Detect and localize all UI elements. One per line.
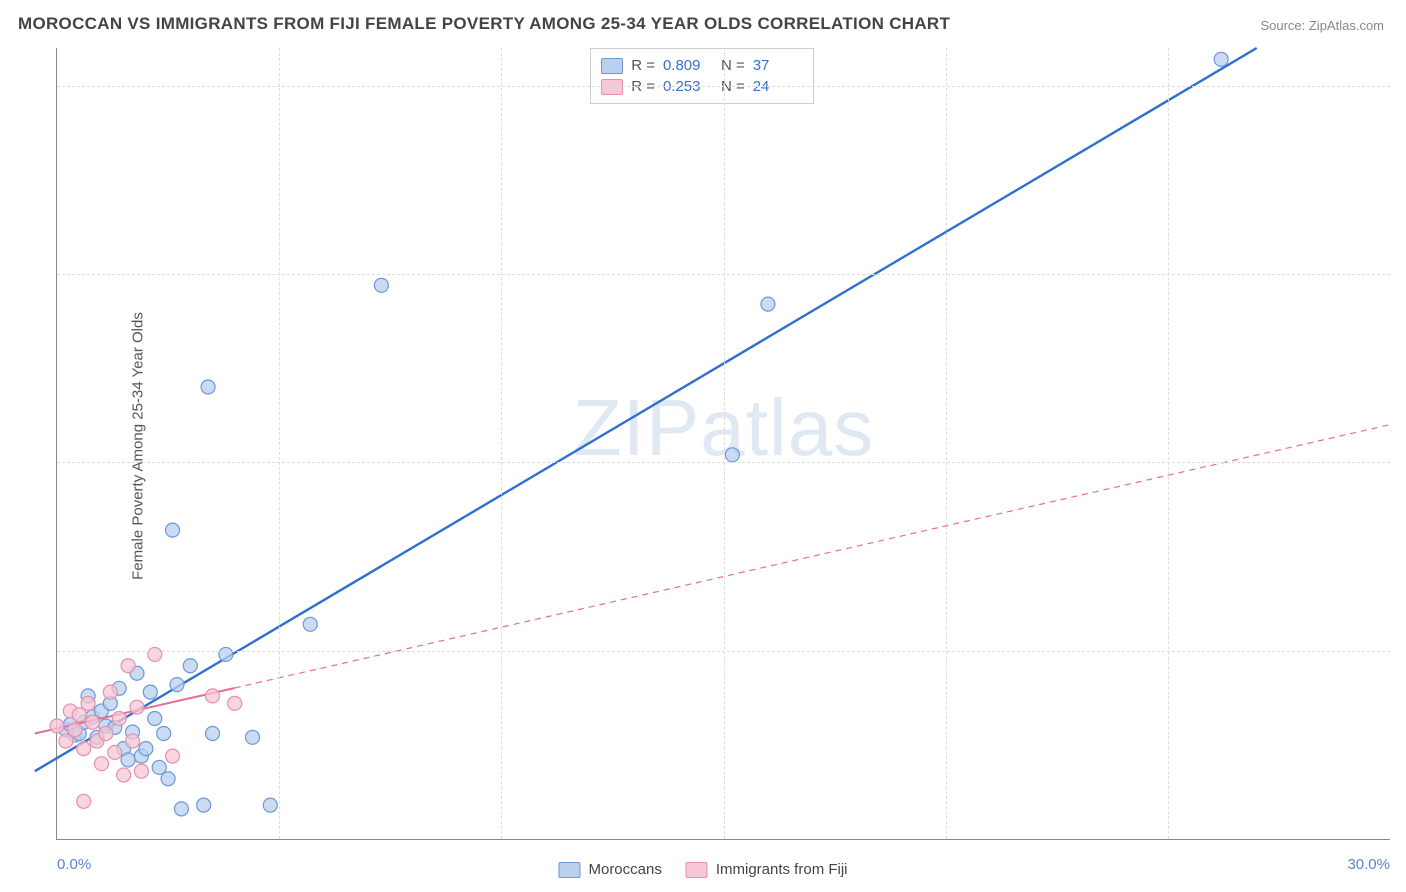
series-legend-item: Moroccans bbox=[558, 861, 661, 878]
legend-swatch bbox=[601, 58, 623, 74]
data-point bbox=[157, 727, 171, 741]
y-tick-label: 100.0% bbox=[1398, 77, 1406, 94]
data-point bbox=[166, 749, 180, 763]
chart-title: MOROCCAN VS IMMIGRANTS FROM FIJI FEMALE … bbox=[18, 14, 950, 34]
gridline-vertical bbox=[1168, 48, 1169, 839]
y-tick-label: 25.0% bbox=[1398, 642, 1406, 659]
data-point bbox=[1214, 52, 1228, 66]
data-point bbox=[130, 700, 144, 714]
data-point bbox=[134, 764, 148, 778]
data-point bbox=[99, 727, 113, 741]
legend-swatch bbox=[558, 862, 580, 878]
data-point bbox=[139, 742, 153, 756]
data-point bbox=[725, 448, 739, 462]
data-point bbox=[206, 689, 220, 703]
data-point bbox=[77, 794, 91, 808]
data-point bbox=[94, 757, 108, 771]
gridline-vertical bbox=[501, 48, 502, 839]
trend-line bbox=[35, 48, 1257, 771]
data-point bbox=[166, 523, 180, 537]
data-point bbox=[121, 659, 135, 673]
data-point bbox=[206, 727, 220, 741]
data-point bbox=[68, 723, 82, 737]
y-tick-label: 50.0% bbox=[1398, 454, 1406, 471]
series-legend-item: Immigrants from Fiji bbox=[686, 861, 848, 878]
data-point bbox=[201, 380, 215, 394]
data-point bbox=[86, 715, 100, 729]
data-point bbox=[143, 685, 157, 699]
data-point bbox=[197, 798, 211, 812]
data-point bbox=[303, 617, 317, 631]
data-point bbox=[263, 798, 277, 812]
data-point bbox=[228, 696, 242, 710]
source-attribution: Source: ZipAtlas.com bbox=[1260, 18, 1384, 33]
data-point bbox=[103, 685, 117, 699]
x-tick-label: 0.0% bbox=[57, 856, 91, 873]
data-point bbox=[121, 753, 135, 767]
data-point bbox=[174, 802, 188, 816]
data-point bbox=[183, 659, 197, 673]
data-point bbox=[148, 711, 162, 725]
data-point bbox=[50, 719, 64, 733]
data-point bbox=[761, 297, 775, 311]
data-point bbox=[117, 768, 131, 782]
data-point bbox=[81, 696, 95, 710]
legend-n-value: 37 bbox=[753, 57, 803, 74]
gridline-vertical bbox=[279, 48, 280, 839]
correlation-legend-box: R =0.809N =37R =0.253N =24 bbox=[590, 48, 814, 104]
legend-r-value: 0.809 bbox=[663, 57, 713, 74]
data-point bbox=[170, 678, 184, 692]
data-point bbox=[148, 647, 162, 661]
data-point bbox=[126, 734, 140, 748]
data-point bbox=[108, 745, 122, 759]
data-point bbox=[219, 647, 233, 661]
data-point bbox=[112, 711, 126, 725]
gridline-vertical bbox=[946, 48, 947, 839]
data-point bbox=[246, 730, 260, 744]
legend-swatch bbox=[686, 862, 708, 878]
chart-plot-area: ZIPatlas R =0.809N =37R =0.253N =24 25.0… bbox=[56, 48, 1390, 840]
trend-line bbox=[235, 425, 1390, 688]
gridline-vertical bbox=[724, 48, 725, 839]
legend-n-label: N = bbox=[721, 57, 745, 74]
series-legend-label: Immigrants from Fiji bbox=[716, 861, 848, 878]
data-point bbox=[374, 278, 388, 292]
y-tick-label: 75.0% bbox=[1398, 266, 1406, 283]
legend-row: R = 0.809 N = 37 bbox=[601, 55, 803, 76]
x-tick-label: 30.0% bbox=[1347, 856, 1390, 873]
legend-r-label: R = bbox=[631, 57, 655, 74]
series-legend-label: Moroccans bbox=[588, 861, 661, 878]
data-point bbox=[161, 772, 175, 786]
data-point bbox=[77, 742, 91, 756]
series-legend: Moroccans Immigrants from Fiji bbox=[558, 861, 847, 878]
